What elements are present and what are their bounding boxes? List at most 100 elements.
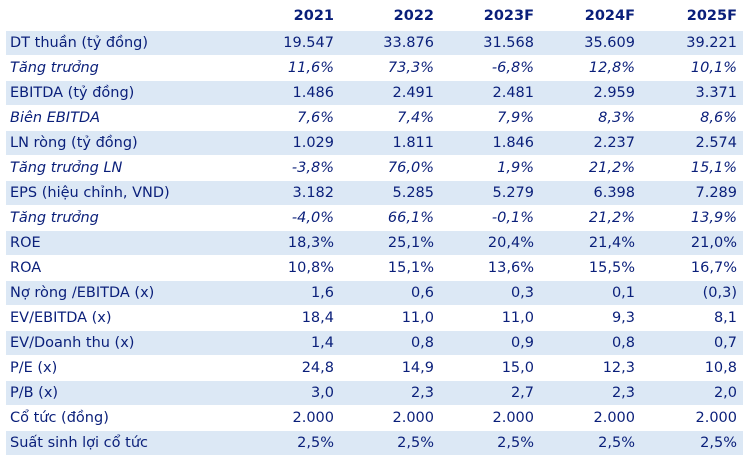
row-label: P/B (x): [6, 380, 245, 406]
header-year-2025f: 2025F: [686, 7, 737, 24]
row-label: EV/EBITDA (x): [6, 305, 245, 331]
row-value-cell: 0,9: [440, 330, 540, 356]
row-value-cell: 31.568: [440, 31, 540, 56]
row-value-cell: 2,5%: [440, 430, 540, 456]
row-value-cell: 0,8: [340, 330, 440, 356]
financial-table: 2021 2022 2023F 2024F 2025F DT thuần (tỷ…: [6, 0, 743, 456]
row-value-cell: 2.574: [641, 130, 743, 156]
row-value-cell: 0,8: [540, 330, 641, 356]
row-value-cell: 11,0: [340, 305, 440, 331]
row-value-cell: 3.371: [641, 80, 743, 106]
row-value-cell: 13,9%: [641, 205, 743, 231]
row-value-cell: 0,6: [340, 280, 440, 306]
table-row: ROA 10,8% 15,1% 13,6% 15,5% 16,7%: [6, 255, 743, 281]
row-value-cell: 2,0: [641, 380, 743, 406]
row-value-cell: 21,2%: [540, 155, 641, 181]
row-value-cell: 10,8%: [245, 255, 340, 281]
row-label: Biên EBITDA: [6, 105, 245, 131]
row-value-cell: 7,6%: [245, 105, 340, 131]
row-label: Tăng trưởng: [6, 55, 245, 81]
row-value-cell: 7,9%: [440, 105, 540, 131]
row-value-cell: 10,8: [641, 355, 743, 381]
row-label: ROE: [6, 230, 245, 256]
table-row: Tăng trưởng -4,0% 66,1% -0,1% 21,2% 13,9%: [6, 205, 743, 231]
row-value-cell: 3,0: [245, 380, 340, 406]
table-row: EBITDA (tỷ đồng) 1.486 2.491 2.481 2.959 3.37…: [6, 80, 743, 106]
row-value-cell: 2.000: [340, 405, 440, 431]
row-label: EV/Doanh thu (x): [6, 330, 245, 356]
header-year-2023f: 2023F: [483, 7, 534, 24]
row-value-cell: 21,0%: [641, 230, 743, 256]
row-value-cell: 1,6: [245, 280, 340, 306]
row-value-cell: 2,5%: [245, 430, 340, 456]
table-row: Suất sinh lợi cổ tức 2,5% 2,5% 2,5% 2,5% 2,5%: [6, 430, 743, 456]
row-value-cell: 7,4%: [340, 105, 440, 131]
table-row: P/B (x) 3,0 2,3 2,7 2,3 2,0: [6, 380, 743, 406]
table-body: DT thuần (tỷ đồng) 19.547 33.876 31.568 35.6…: [6, 31, 743, 456]
row-value-cell: 20,4%: [440, 230, 540, 256]
row-value-cell: 0,7: [641, 330, 743, 356]
row-value-cell: 1.846: [440, 130, 540, 156]
row-label: Tăng trưởng LN: [6, 155, 245, 181]
row-value-cell: -3,8%: [245, 155, 340, 181]
row-value-cell: 15,5%: [540, 255, 641, 281]
row-value-cell: 2.000: [245, 405, 340, 431]
table-row: EV/Doanh thu (x) 1,4 0,8 0,9 0,8 0,7: [6, 330, 743, 356]
row-value-cell: 2,5%: [340, 430, 440, 456]
row-value-cell: 15,1%: [641, 155, 743, 181]
header-year-2022: 2022: [393, 7, 434, 24]
row-value-cell: 1.486: [245, 80, 340, 106]
row-value-cell: -4,0%: [245, 205, 340, 231]
row-value-cell: 21,4%: [540, 230, 641, 256]
row-value-cell: 16,7%: [641, 255, 743, 281]
row-value-cell: 0,1: [540, 280, 641, 306]
row-value-cell: 11,6%: [245, 55, 340, 81]
row-label: P/E (x): [6, 355, 245, 381]
row-value-cell: 35.609: [540, 31, 641, 56]
row-value-cell: 33.876: [340, 31, 440, 56]
header-year-2021: 2021: [293, 7, 334, 24]
header-row: 2021 2022 2023F 2024F 2025F: [6, 0, 743, 31]
header-year-2024f: 2024F: [584, 7, 635, 24]
row-value-cell: (0,3): [641, 280, 743, 306]
row-value-cell: 7.289: [641, 180, 743, 206]
table-row: Tăng trưởng LN -3,8% 76,0% 1,9% 21,2% 15,1%: [6, 155, 743, 181]
row-value-cell: 14,9: [340, 355, 440, 381]
row-value-cell: 8,3%: [540, 105, 641, 131]
row-value-cell: 2.237: [540, 130, 641, 156]
table-row: Tăng trưởng 11,6% 73,3% -6,8% 12,8% 10,1%: [6, 55, 743, 81]
row-value-cell: 1.029: [245, 130, 340, 156]
row-value-cell: 15,0: [440, 355, 540, 381]
table-row: Nợ ròng /EBITDA (x) 1,6 0,6 0,3 0,1 (0,3): [6, 280, 743, 306]
table-row: ROE 18,3% 25,1% 20,4% 21,4% 21,0%: [6, 230, 743, 256]
header-label-cell: [6, 0, 245, 31]
row-value-cell: 6.398: [540, 180, 641, 206]
row-value-cell: 2,5%: [641, 430, 743, 456]
table-row: EV/EBITDA (x) 18,4 11,0 11,0 9,3 8,1: [6, 305, 743, 331]
row-value-cell: 5.285: [340, 180, 440, 206]
row-value-cell: 2.481: [440, 80, 540, 106]
table-row: LN ròng (tỷ đồng) 1.029 1.811 1.846 2.237 2.5…: [6, 130, 743, 156]
row-value-cell: 2.491: [340, 80, 440, 106]
row-value-cell: 12,8%: [540, 55, 641, 81]
row-value-cell: 2.000: [540, 405, 641, 431]
row-value-cell: 2,3: [540, 380, 641, 406]
row-value-cell: 18,4: [245, 305, 340, 331]
row-value-cell: 0,3: [440, 280, 540, 306]
row-value-cell: 8,1: [641, 305, 743, 331]
row-value-cell: 2,7: [440, 380, 540, 406]
row-value-cell: 1,4: [245, 330, 340, 356]
row-value-cell: 2,5%: [540, 430, 641, 456]
row-value-cell: 73,3%: [340, 55, 440, 81]
row-value-cell: 10,1%: [641, 55, 743, 81]
row-label: LN ròng (tỷ đồng): [6, 130, 245, 156]
row-value-cell: 2.000: [440, 405, 540, 431]
row-value-cell: 2.000: [641, 405, 743, 431]
row-value-cell: 15,1%: [340, 255, 440, 281]
row-value-cell: 76,0%: [340, 155, 440, 181]
table-row: EPS (hiệu chỉnh, VND) 3.182 5.285 5.279 6.39…: [6, 180, 743, 206]
row-value-cell: -6,8%: [440, 55, 540, 81]
row-value-cell: 21,2%: [540, 205, 641, 231]
row-value-cell: 66,1%: [340, 205, 440, 231]
row-label: EBITDA (tỷ đồng): [6, 80, 245, 106]
